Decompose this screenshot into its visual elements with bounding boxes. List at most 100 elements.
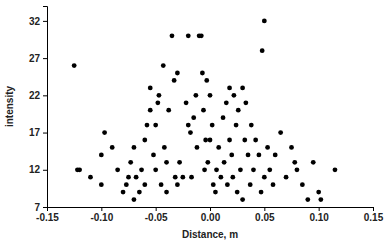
tick-label: 0.05 bbox=[255, 212, 275, 223]
point bbox=[289, 145, 294, 150]
point bbox=[186, 33, 191, 38]
point bbox=[267, 167, 272, 172]
point bbox=[222, 160, 227, 165]
points bbox=[72, 18, 338, 201]
point bbox=[234, 123, 239, 128]
point bbox=[292, 160, 297, 165]
point bbox=[273, 152, 278, 157]
point bbox=[333, 167, 338, 172]
point bbox=[201, 108, 206, 113]
point bbox=[284, 175, 289, 180]
point bbox=[208, 138, 213, 143]
point bbox=[199, 33, 204, 38]
point bbox=[249, 123, 254, 128]
point bbox=[132, 145, 137, 150]
tick-label: 0.10 bbox=[309, 212, 329, 223]
tick-label: -0.10 bbox=[90, 212, 113, 223]
point bbox=[210, 123, 215, 128]
tick-mark bbox=[156, 207, 157, 211]
point bbox=[227, 138, 232, 143]
x-axis: -0.15 -0.10 -0.05 0.00 0.05 0.10 0.15 bbox=[36, 207, 384, 223]
tick-mark bbox=[319, 207, 320, 211]
tick-label: 22 bbox=[29, 90, 41, 101]
point bbox=[240, 85, 245, 90]
point bbox=[216, 145, 221, 150]
tick-label: 12 bbox=[29, 164, 41, 175]
point bbox=[242, 138, 247, 143]
point bbox=[243, 100, 248, 105]
point bbox=[251, 167, 256, 172]
tick-mark bbox=[43, 21, 47, 22]
point bbox=[124, 182, 129, 187]
point bbox=[151, 152, 156, 157]
point bbox=[232, 93, 237, 98]
point bbox=[246, 152, 251, 157]
point bbox=[191, 115, 196, 120]
tick-mark bbox=[43, 207, 47, 208]
point bbox=[278, 130, 283, 135]
point bbox=[200, 71, 205, 76]
point bbox=[271, 182, 276, 187]
y-axis: 7 12 17 22 27 32 bbox=[29, 7, 48, 213]
point bbox=[203, 138, 208, 143]
tick-label: 32 bbox=[29, 16, 41, 27]
point bbox=[159, 182, 164, 187]
tick: 27 bbox=[29, 53, 47, 64]
point bbox=[157, 93, 162, 98]
point bbox=[99, 182, 104, 187]
point bbox=[121, 190, 126, 195]
point bbox=[188, 130, 193, 135]
tick-label: 7 bbox=[34, 202, 40, 213]
point bbox=[311, 160, 316, 165]
tick-label: 27 bbox=[29, 53, 41, 64]
tick: 22 bbox=[29, 90, 47, 101]
point bbox=[153, 123, 158, 128]
point bbox=[102, 130, 107, 135]
x-axis-title: Distance, m bbox=[182, 229, 238, 240]
point bbox=[173, 175, 178, 180]
point bbox=[257, 152, 262, 157]
point bbox=[193, 93, 198, 98]
point bbox=[162, 145, 167, 150]
point bbox=[262, 18, 267, 23]
point bbox=[236, 108, 241, 113]
point bbox=[164, 190, 169, 195]
point bbox=[175, 182, 180, 187]
point bbox=[166, 108, 171, 113]
axis-line bbox=[48, 208, 374, 212]
point bbox=[170, 33, 175, 38]
tick-mark bbox=[43, 95, 47, 96]
point bbox=[186, 123, 191, 128]
point bbox=[77, 167, 82, 172]
tick: 17 bbox=[29, 127, 47, 138]
tick-label: 0.00 bbox=[201, 212, 221, 223]
tick-label: -0.15 bbox=[36, 212, 59, 223]
point bbox=[155, 100, 160, 105]
point bbox=[88, 175, 93, 180]
point bbox=[225, 182, 230, 187]
tick: -0.10 bbox=[90, 207, 113, 223]
tick-label: 0.15 bbox=[364, 212, 384, 223]
point bbox=[134, 175, 139, 180]
tick: -0.05 bbox=[145, 207, 168, 223]
point bbox=[72, 63, 77, 68]
point bbox=[202, 167, 207, 172]
point bbox=[260, 48, 265, 53]
point bbox=[227, 85, 232, 90]
point bbox=[180, 175, 185, 180]
point bbox=[316, 190, 321, 195]
point bbox=[253, 138, 258, 143]
point bbox=[213, 190, 218, 195]
point bbox=[142, 138, 147, 143]
point bbox=[177, 160, 182, 165]
point bbox=[211, 182, 216, 187]
point bbox=[221, 115, 226, 120]
point bbox=[205, 160, 210, 165]
point bbox=[238, 167, 243, 172]
point bbox=[99, 152, 104, 157]
point bbox=[204, 78, 209, 83]
point bbox=[305, 197, 310, 202]
tick: 32 bbox=[29, 16, 47, 27]
point bbox=[224, 100, 229, 105]
point bbox=[126, 175, 131, 180]
